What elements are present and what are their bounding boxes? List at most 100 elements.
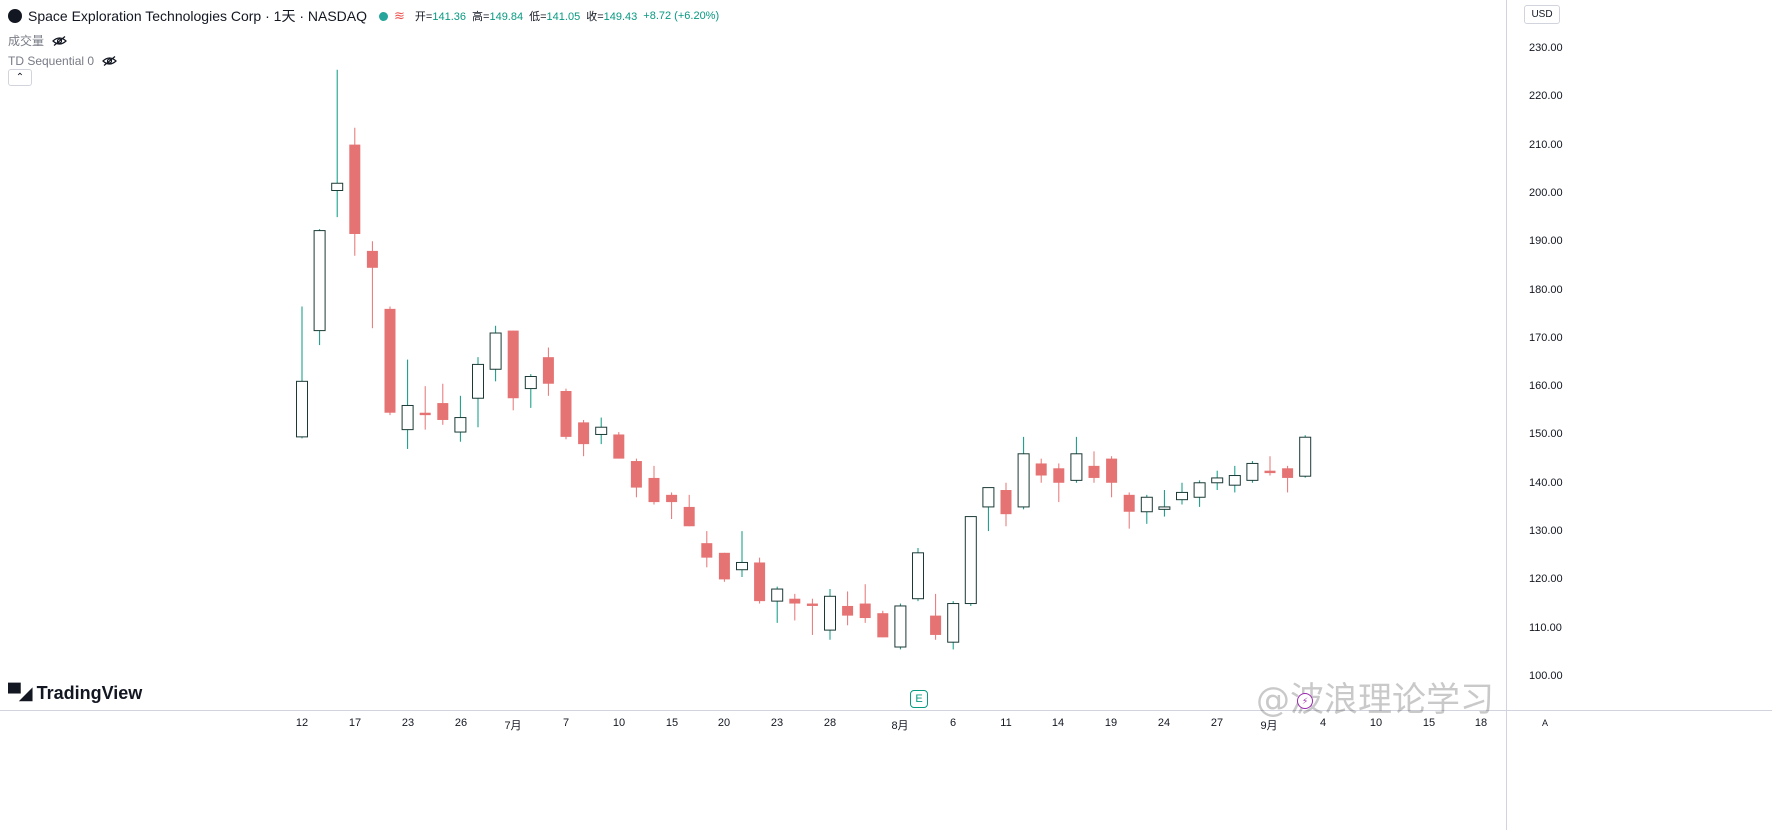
candle[interactable] — [1211, 470, 1224, 491]
candle-body-down — [1106, 458, 1118, 483]
hidden-eye-icon[interactable] — [52, 35, 67, 46]
candle[interactable] — [613, 432, 625, 459]
candle[interactable] — [401, 359, 414, 449]
candle[interactable] — [1193, 480, 1206, 507]
candle[interactable] — [1228, 465, 1241, 493]
candle[interactable] — [1017, 436, 1030, 510]
candle[interactable] — [366, 241, 378, 329]
candle[interactable] — [578, 419, 590, 457]
high-label: 高 — [472, 11, 484, 23]
candle[interactable] — [771, 586, 784, 623]
candle[interactable] — [349, 127, 361, 256]
currency-selector[interactable]: USD — [1524, 5, 1560, 24]
tradingview-logo[interactable]: ▀◢ TradingView — [8, 683, 142, 704]
candle[interactable] — [560, 388, 572, 440]
candle[interactable] — [1035, 458, 1047, 483]
candle-body-up — [1193, 482, 1206, 498]
time-tick-label: 26 — [454, 717, 468, 729]
candle[interactable] — [296, 306, 308, 439]
candle[interactable] — [313, 229, 326, 346]
candle[interactable] — [1282, 465, 1294, 493]
candle-body-up — [771, 588, 784, 602]
candle[interactable] — [683, 494, 695, 527]
candle[interactable] — [894, 603, 907, 650]
candle-body-down — [718, 552, 730, 580]
candle[interactable] — [472, 357, 484, 428]
time-tick-label: 14 — [1051, 717, 1065, 729]
candle[interactable] — [964, 516, 977, 606]
candle[interactable] — [1246, 461, 1259, 483]
dividend-event-icon[interactable]: ⚡ — [1297, 693, 1313, 709]
candle-body-down — [930, 615, 942, 635]
candle[interactable] — [542, 347, 554, 396]
candle-body-down — [437, 403, 449, 420]
candle[interactable] — [842, 591, 854, 626]
volume-indicator-legend[interactable]: 成交量 — [8, 32, 67, 49]
candle[interactable] — [1140, 494, 1153, 524]
candle[interactable] — [507, 330, 519, 411]
data-delay-icon[interactable]: ≋ — [394, 8, 405, 23]
candle[interactable] — [648, 465, 660, 505]
td-sequential-legend[interactable]: TD Sequential 0 — [8, 54, 117, 68]
candle[interactable] — [1053, 463, 1065, 503]
candle[interactable] — [1088, 451, 1100, 483]
candle[interactable] — [789, 593, 801, 621]
candle-body-up — [912, 552, 924, 600]
close-value: 149.43 — [603, 11, 638, 23]
candle[interactable] — [1123, 492, 1135, 529]
candle[interactable] — [806, 598, 818, 635]
candle-body-down — [507, 330, 519, 399]
symbol-title[interactable]: Space Exploration Technologies Corp · 1天… — [28, 8, 368, 24]
earnings-badge[interactable]: E — [910, 690, 928, 708]
candle[interactable] — [947, 601, 960, 650]
hidden-eye-icon[interactable] — [102, 56, 117, 66]
candle-body-up — [595, 426, 608, 435]
time-tick-label: 28 — [823, 717, 837, 729]
price-tick-label: 150.00 — [1529, 428, 1563, 441]
candle[interactable] — [384, 306, 396, 416]
time-tick-label: 19 — [1104, 717, 1118, 729]
candle[interactable] — [877, 610, 889, 638]
candle[interactable] — [595, 417, 608, 445]
candle[interactable] — [912, 547, 924, 602]
price-tick-label: 220.00 — [1529, 90, 1563, 103]
candle[interactable] — [630, 458, 642, 498]
candle[interactable] — [930, 593, 942, 640]
candle[interactable] — [1070, 436, 1083, 483]
time-tick-label: 23 — [770, 717, 784, 729]
candle[interactable] — [1158, 490, 1171, 517]
collapse-legend-button[interactable]: ⌃ — [8, 69, 32, 86]
candle[interactable] — [1299, 435, 1312, 478]
candle[interactable] — [754, 557, 766, 604]
volume-label: 成交量 — [8, 34, 45, 48]
time-tick-label: 7 — [562, 717, 570, 729]
open-label: 开 — [414, 11, 426, 23]
symbol-logo-icon — [8, 9, 22, 23]
candle[interactable] — [489, 325, 502, 382]
candle[interactable] — [859, 584, 871, 623]
candle[interactable] — [419, 386, 431, 430]
tradingview-mark-icon: ▀◢ — [8, 683, 33, 703]
candle[interactable] — [437, 383, 449, 425]
candle[interactable] — [1106, 456, 1118, 498]
candle[interactable] — [1264, 456, 1276, 476]
candle[interactable] — [701, 531, 713, 568]
candle[interactable] — [1000, 482, 1012, 527]
time-tick-label: 10 — [612, 717, 626, 729]
candle-body-up — [472, 363, 484, 399]
candle[interactable] — [1176, 482, 1188, 505]
candle[interactable] — [454, 395, 467, 442]
candle[interactable] — [666, 492, 678, 519]
candle[interactable] — [331, 69, 344, 218]
candlestick-chart[interactable] — [0, 0, 1506, 710]
time-tick-label: 15 — [665, 717, 679, 729]
time-tick-label: 18 — [1474, 717, 1488, 729]
candle[interactable] — [982, 487, 995, 532]
candle[interactable] — [718, 552, 730, 582]
candle[interactable] — [736, 531, 748, 577]
market-status-icon[interactable] — [379, 11, 389, 21]
candle[interactable] — [524, 374, 537, 408]
auto-scale-button[interactable]: A — [1542, 718, 1549, 728]
candle[interactable] — [824, 589, 836, 640]
candle-body-up — [296, 380, 308, 438]
